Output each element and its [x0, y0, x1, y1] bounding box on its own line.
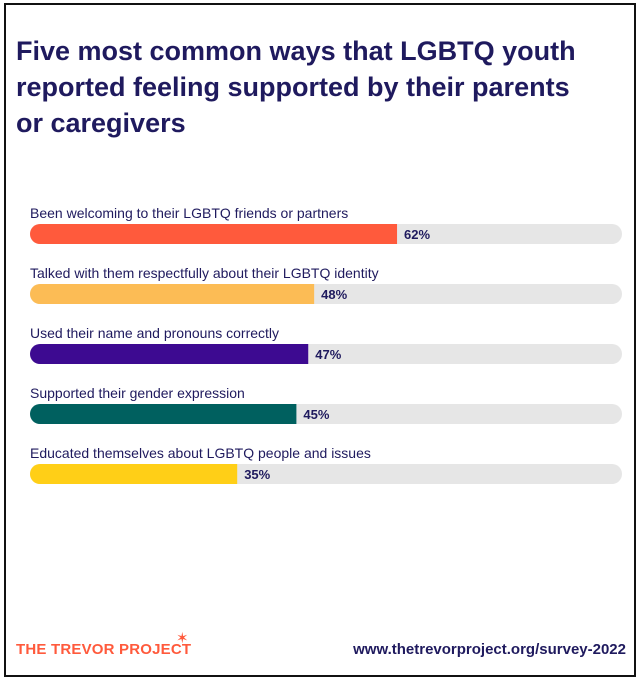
chart-frame: Five most common ways that LGBTQ youth r…: [4, 3, 636, 677]
category-label: Talked with them respectfully about thei…: [30, 265, 379, 281]
bar: [30, 344, 309, 364]
category-label: Supported their gender expression: [30, 385, 245, 401]
value-label: 45%: [303, 407, 329, 422]
trevor-project-logo: THE TREVOR PROJECT: [16, 641, 192, 658]
survey-url: www.thetrevorproject.org/survey-2022: [353, 641, 626, 658]
bar-chart: Been welcoming to their LGBTQ friends or…: [30, 205, 622, 484]
value-label: 48%: [321, 287, 347, 302]
chart-title: Five most common ways that LGBTQ youth r…: [16, 36, 576, 138]
bar: [30, 404, 297, 424]
category-label: Educated themselves about LGBTQ people a…: [30, 445, 371, 461]
value-label: 47%: [315, 347, 341, 362]
value-label: 35%: [244, 467, 270, 482]
bar: [30, 224, 398, 244]
category-label: Used their name and pronouns correctly: [30, 325, 279, 341]
bar: [30, 284, 315, 304]
star-icon: ✶: [176, 630, 189, 647]
value-label: 62%: [404, 227, 430, 242]
category-label: Been welcoming to their LGBTQ friends or…: [30, 205, 348, 221]
bar: [30, 464, 238, 484]
